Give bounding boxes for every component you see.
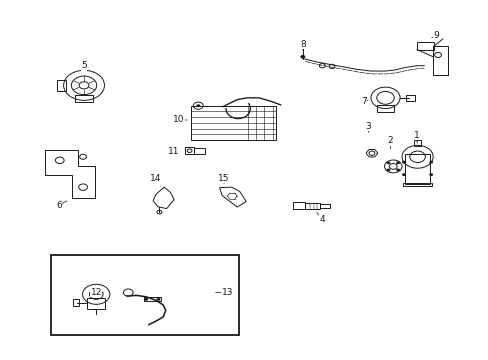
Bar xyxy=(319,203,329,208)
Bar xyxy=(402,183,431,186)
Circle shape xyxy=(386,168,389,171)
Bar xyxy=(73,299,79,306)
Text: 4: 4 xyxy=(319,215,325,224)
Circle shape xyxy=(144,298,148,301)
Circle shape xyxy=(401,161,405,163)
Text: 6: 6 xyxy=(56,201,61,210)
Circle shape xyxy=(401,173,405,176)
Bar xyxy=(191,106,276,140)
Text: 14: 14 xyxy=(150,174,162,183)
Text: 10: 10 xyxy=(173,116,184,125)
Text: 15: 15 xyxy=(218,174,229,183)
Bar xyxy=(143,297,161,301)
Text: 9: 9 xyxy=(433,31,439,40)
Bar xyxy=(416,42,433,50)
Bar xyxy=(57,80,66,91)
Text: 11: 11 xyxy=(168,147,180,156)
Bar xyxy=(185,147,194,154)
Circle shape xyxy=(395,162,399,164)
Circle shape xyxy=(428,161,432,163)
Circle shape xyxy=(386,162,389,164)
Text: 1: 1 xyxy=(413,131,419,140)
Circle shape xyxy=(156,298,160,301)
Bar xyxy=(305,203,319,208)
Bar xyxy=(87,298,105,309)
Text: 12: 12 xyxy=(90,288,102,297)
Circle shape xyxy=(196,104,200,107)
Bar xyxy=(292,202,305,209)
Text: 13: 13 xyxy=(221,288,233,297)
Text: 5: 5 xyxy=(81,61,87,70)
Circle shape xyxy=(395,168,399,171)
Bar xyxy=(51,255,238,336)
Text: 3: 3 xyxy=(365,122,370,131)
Bar xyxy=(413,140,421,146)
Bar xyxy=(75,95,93,103)
Text: 7: 7 xyxy=(360,97,366,106)
Bar xyxy=(376,105,393,112)
Bar xyxy=(194,148,204,154)
Text: 8: 8 xyxy=(299,40,305,49)
Bar xyxy=(405,95,414,101)
Text: 2: 2 xyxy=(387,136,392,145)
Bar xyxy=(405,154,429,184)
Circle shape xyxy=(300,55,305,59)
Bar xyxy=(432,46,447,75)
Circle shape xyxy=(428,173,432,176)
